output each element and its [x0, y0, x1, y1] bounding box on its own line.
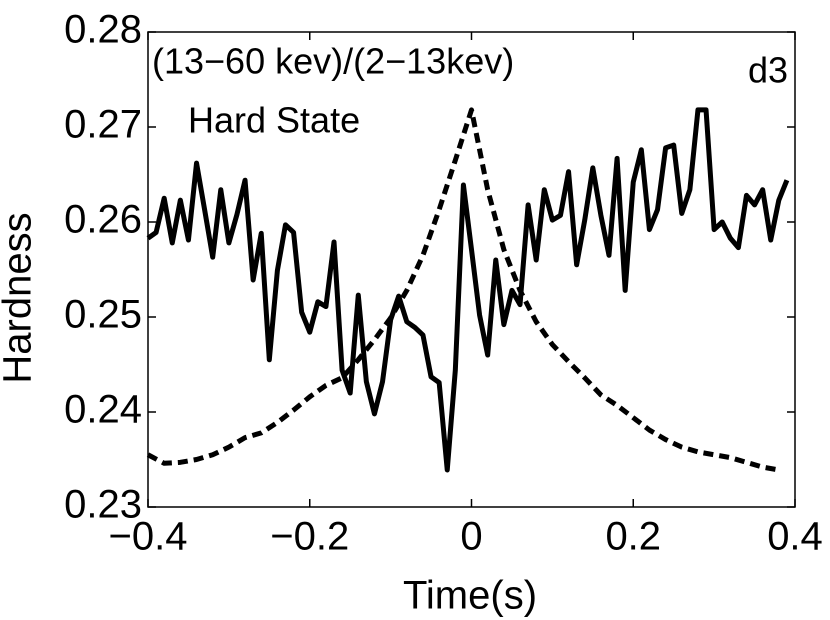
annotation: Hard State: [188, 100, 360, 141]
data-line: [146, 107, 790, 473]
x-axis-label: Time(s): [403, 574, 537, 618]
x-tick-label: 0.4: [767, 515, 823, 559]
y-axis-label: Hardness: [0, 212, 40, 383]
x-tick-label: 0: [460, 515, 482, 559]
annotation: d3: [748, 50, 788, 91]
y-tick-label: 0.25: [64, 293, 142, 337]
annotation: (13−60 kev)/(2−13kev): [152, 41, 514, 82]
x-tick-label: −0.4: [109, 515, 188, 559]
y-tick-label: 0.24: [64, 388, 142, 432]
y-tick-label: 0.26: [64, 198, 142, 242]
y-tick-label: 0.28: [64, 8, 142, 52]
y-tick-label: 0.27: [64, 103, 142, 147]
x-tick-label: 0.2: [605, 515, 661, 559]
y-tick-label: 0.23: [64, 483, 142, 527]
x-tick-label: −0.2: [270, 515, 349, 559]
data-line: [146, 107, 780, 473]
